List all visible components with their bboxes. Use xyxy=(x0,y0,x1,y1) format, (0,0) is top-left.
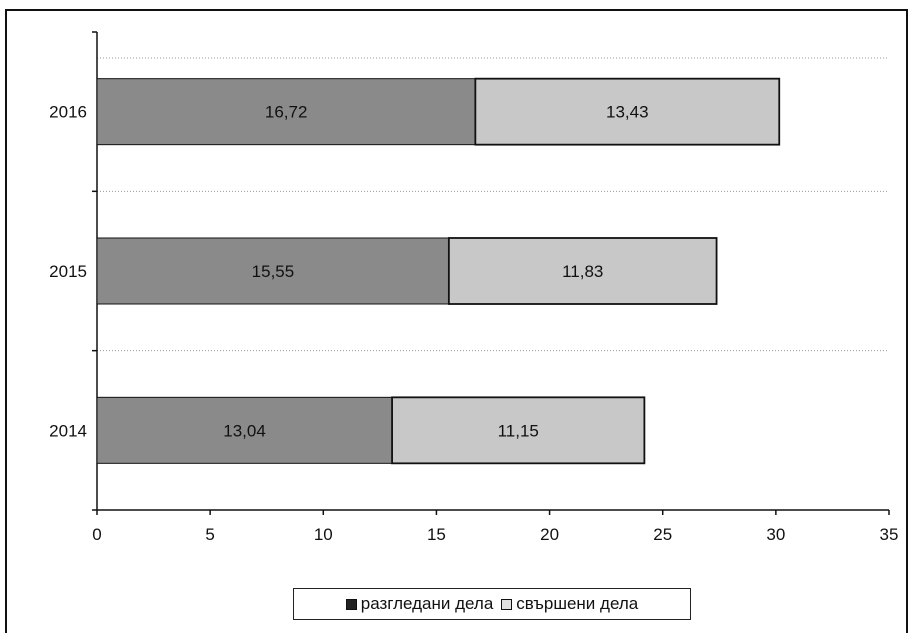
data-label: 13,04 xyxy=(223,421,266,440)
legend-item-reviewed: разгледани дела xyxy=(345,594,494,614)
x-tick-label: 30 xyxy=(766,525,785,544)
legend-item-completed: свършени дела xyxy=(501,594,638,614)
x-tick-label: 0 xyxy=(92,525,101,544)
data-label: 15,55 xyxy=(252,262,295,281)
data-label: 11,83 xyxy=(562,262,603,281)
y-category-label: 2016 xyxy=(49,103,87,122)
x-tick-label: 15 xyxy=(427,525,446,544)
x-tick-label: 20 xyxy=(540,525,559,544)
bar-segment xyxy=(474,77,781,146)
data-label: 16,72 xyxy=(265,103,308,122)
bar-segment xyxy=(447,237,718,305)
data-label: 11,15 xyxy=(498,421,539,440)
bar-segment xyxy=(96,78,476,146)
y-category-label: 2015 xyxy=(49,262,87,281)
x-tick-label: 35 xyxy=(880,525,899,544)
y-category-label: 2014 xyxy=(49,421,87,440)
legend-label-reviewed: разгледани дела xyxy=(360,594,494,613)
legend: разгледани дела свършени дела xyxy=(293,588,691,620)
legend-swatch-completed xyxy=(501,598,513,610)
x-tick-label: 25 xyxy=(653,525,672,544)
x-tick-label: 5 xyxy=(205,525,214,544)
x-tick-label: 10 xyxy=(314,525,333,544)
data-label: 13,43 xyxy=(606,103,649,122)
legend-label-completed: свършени дела xyxy=(516,594,639,613)
bar-segment xyxy=(96,237,450,305)
legend-swatch-reviewed xyxy=(345,598,357,610)
bar-segment xyxy=(391,396,646,465)
